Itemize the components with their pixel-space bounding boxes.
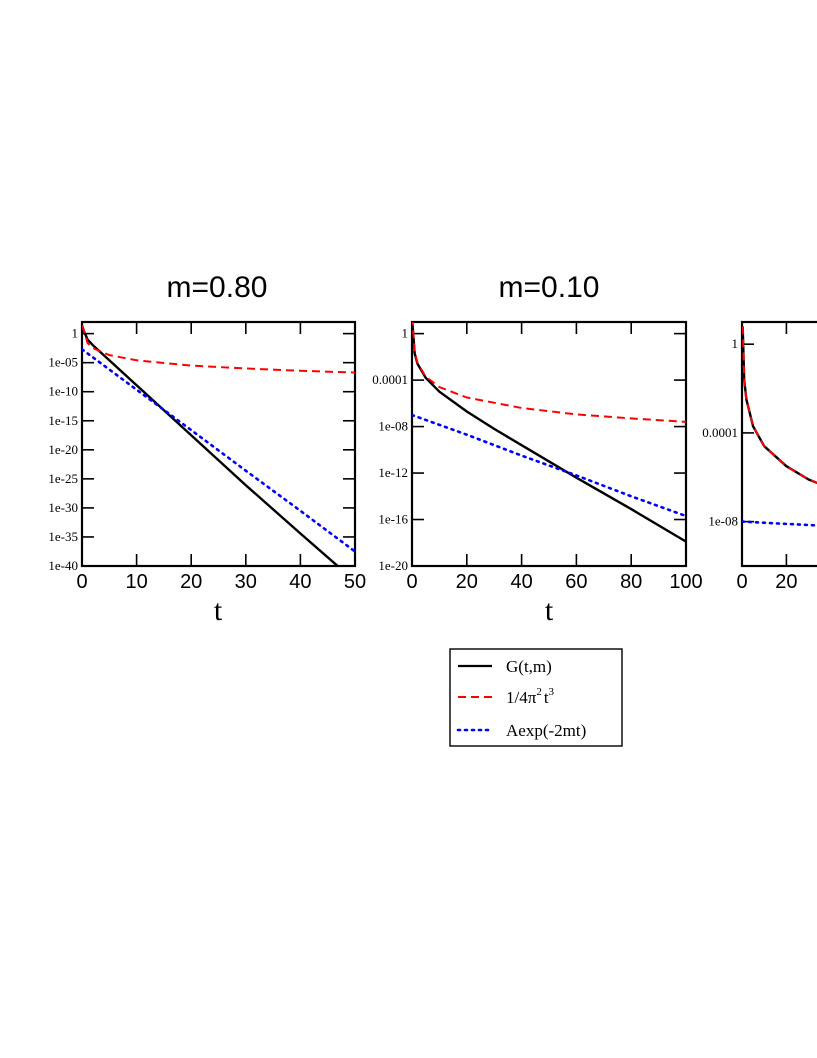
series-layer	[412, 322, 686, 543]
series-layer	[742, 326, 817, 527]
series-line-exp	[742, 520, 817, 527]
y-tick-label: 1e-10	[48, 384, 78, 399]
axis-ticks: 1 1e-05 1e-10 1e-15 1e-20 1e-25 1e-30 1e-35 1e-4…	[48, 322, 366, 593]
y-tick-label: 1e-20	[378, 558, 408, 573]
legend-label-g: G(t,m)	[506, 657, 552, 676]
axis-ticks: 1 0.0001 1e-08 0 20	[702, 322, 798, 593]
y-tick-label: 1e-16	[378, 512, 408, 527]
plot-frame	[740, 320, 817, 568]
axis-ticks: 1 0.0001 1e-08 1e-12 1e-16 1e-200 20 40 60 80 100	[372, 322, 703, 593]
plot-frame	[80, 320, 357, 568]
panel-title: m=0.80	[167, 271, 268, 304]
x-tick-label: 0	[736, 571, 747, 593]
x-tick-label: 10	[125, 571, 147, 593]
x-axis-label: t	[214, 594, 223, 627]
x-tick-label: 100	[669, 571, 702, 593]
y-tick-label: 1e-12	[378, 465, 408, 480]
series-layer	[82, 325, 355, 566]
y-tick-label: 1e-25	[48, 471, 78, 486]
x-tick-label: 80	[620, 571, 642, 593]
series-line-g	[82, 327, 340, 566]
x-tick-label: 40	[289, 571, 311, 593]
chart-panel-cropped: 1 0.0001 1e-08 0 20	[702, 320, 817, 593]
x-tick-label: 50	[344, 571, 366, 593]
y-tick-label: 0.0001	[702, 425, 738, 440]
series-line-exp	[412, 413, 686, 518]
x-tick-label: 0	[406, 571, 417, 593]
y-tick-label: 1e-08	[708, 514, 738, 529]
y-tick-label: 0.0001	[372, 372, 408, 387]
y-tick-label: 1e-35	[48, 529, 78, 544]
x-tick-label: 30	[235, 571, 257, 593]
legend-label-exp: Aexp(-2mt)	[506, 721, 586, 740]
series-line-g	[412, 322, 686, 543]
plot-frame	[410, 320, 688, 568]
legend-sup-2: 2	[536, 686, 542, 698]
x-axis-label: t	[545, 594, 554, 627]
y-tick-label: 1e-05	[48, 355, 78, 370]
x-tick-label: 20	[775, 571, 797, 593]
x-tick-label: 20	[456, 571, 478, 593]
series-line-exp	[82, 347, 355, 553]
legend-sup-3: 3	[549, 686, 555, 698]
legend: G(t,m) 1/4π2 t3 Aexp(-2mt)	[449, 648, 623, 747]
x-tick-label: 20	[180, 571, 202, 593]
series-line-power	[412, 322, 686, 423]
chart-panel-m080: m=0.80 1 1e-05 1e-10 1e-15 1e-20 1e-25 1e-30 1e…	[48, 271, 366, 627]
legend-label-power-t: t	[544, 688, 549, 707]
y-tick-label: 1e-30	[48, 500, 78, 515]
y-tick-label: 1e-20	[48, 442, 78, 457]
y-tick-label: 1e-40	[48, 558, 78, 573]
chart-panel-m010: m=0.10 1 0.0001 1e-08 1e-12 1e-16 1e-200 20 40 6…	[372, 271, 702, 627]
series-line-power	[742, 326, 817, 484]
series-line-power	[82, 325, 355, 374]
y-tick-label: 1	[72, 326, 79, 341]
y-tick-label: 1	[732, 336, 739, 351]
panel-title: m=0.10	[499, 271, 600, 304]
x-tick-label: 0	[76, 571, 87, 593]
y-tick-label: 1e-08	[378, 419, 408, 434]
legend-label-power-base: 1/4π	[506, 688, 537, 707]
x-tick-label: 40	[510, 571, 532, 593]
y-tick-label: 1e-15	[48, 413, 78, 428]
series-line-g	[742, 326, 817, 485]
y-tick-label: 1	[402, 326, 409, 341]
x-tick-label: 60	[565, 571, 587, 593]
legend-label-power: 1/4π2 t3	[506, 686, 555, 707]
